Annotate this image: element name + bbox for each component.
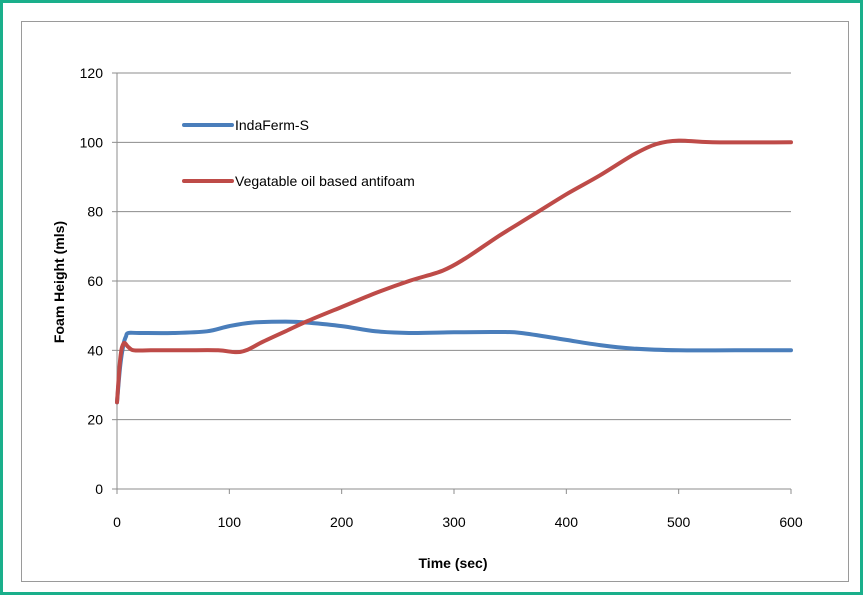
x-axis-title: Time (sec): [419, 555, 488, 571]
y-tick-labels: 0 20 40 60 80 100 120: [80, 65, 104, 497]
y-tick-label: 0: [95, 481, 103, 497]
y-tick-label: 40: [87, 342, 103, 358]
y-tick-label: 120: [80, 65, 104, 81]
y-tick-label: 60: [87, 273, 103, 289]
legend-label: IndaFerm-S: [235, 117, 309, 133]
series-lines: [115, 138, 793, 405]
y-tick-label: 20: [87, 412, 103, 428]
y-tick-label: 100: [80, 134, 104, 150]
y-axis-title: Foam Height (mls): [51, 221, 67, 343]
x-tick-label: 100: [218, 514, 242, 530]
x-tick-label: 600: [779, 514, 803, 530]
x-tick-label: 200: [330, 514, 354, 530]
series-line-2: [115, 138, 793, 405]
series-line-1: [115, 319, 793, 405]
y-tick-label: 80: [87, 204, 103, 220]
x-tick-label: 500: [667, 514, 691, 530]
legend-label: Vegatable oil based antifoam: [235, 173, 415, 189]
x-tick-label: 300: [442, 514, 466, 530]
x-tick-labels: 0 100 200 300 400 500 600: [113, 514, 803, 530]
x-tick-label: 0: [113, 514, 121, 530]
legend: IndaFerm-S Vegatable oil based antifoam: [182, 117, 415, 189]
x-tick-label: 400: [555, 514, 579, 530]
axes: [112, 72, 792, 494]
